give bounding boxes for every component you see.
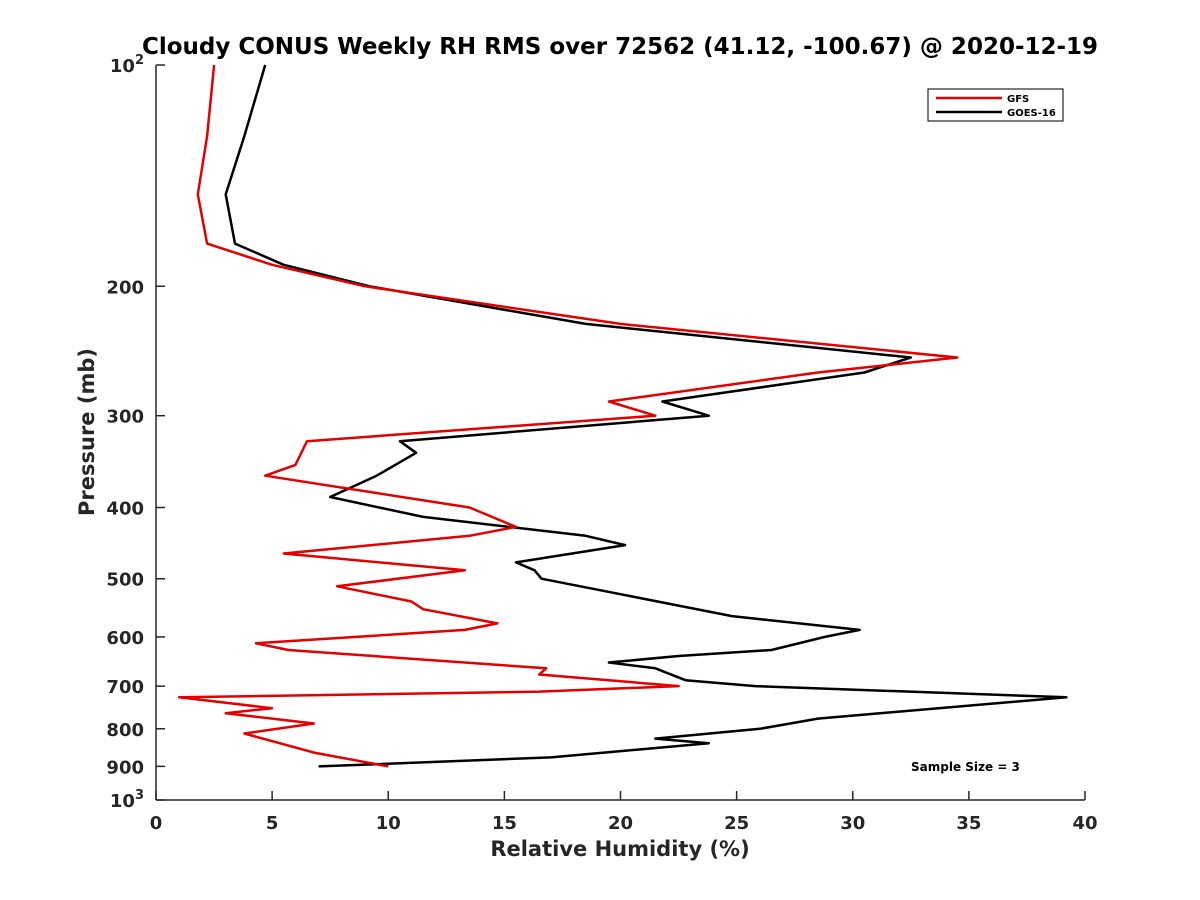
y-tick-label: 800 [106,720,144,741]
legend-box [927,88,1064,122]
x-tick-label: 40 [1072,813,1097,834]
y-tick-label: 103 [110,788,144,812]
x-tick-label: 15 [492,813,517,834]
y-tick-label: 700 [106,677,144,698]
y-tick-label: 900 [106,757,144,778]
x-tick-label: 25 [724,813,749,834]
x-tick-label: 5 [266,813,279,834]
x-axis-label: Relative Humidity (%) [490,837,749,861]
series-line-goes-16 [224,64,1068,768]
y-axis-label: Pressure (mb) [75,348,99,516]
x-tick-label: 20 [608,813,633,834]
chart-title: Cloudy CONUS Weekly RH RMS over 72562 (4… [142,34,1098,60]
x-tick-label: 30 [840,813,865,834]
y-tick-label: 102 [110,53,144,77]
legend: GFS GOES-16 [927,88,1064,122]
x-tick-label: 35 [956,813,981,834]
x-tick-label: 0 [150,813,163,834]
plot-area [155,65,1085,801]
y-ticks: 102 200 300 400 500 600 700 800 900 103 [106,53,165,812]
series-line-gfs [177,64,959,768]
x-tick-label: 10 [376,813,401,834]
x-ticks: 0 5 10 15 20 25 30 35 40 [150,791,1098,834]
y-tick-label: 400 [106,499,144,520]
sample-size-annotation: Sample Size = 3 [911,760,1020,774]
y-tick-label: 300 [106,407,144,428]
series-layer [177,64,1068,768]
y-tick-label: 600 [106,628,144,649]
legend-label-goes-16: GOES-16 [1007,108,1056,119]
legend-label-gfs: GFS [1007,94,1029,105]
y-tick-label: 500 [106,570,144,591]
y-tick-label: 200 [106,277,144,298]
